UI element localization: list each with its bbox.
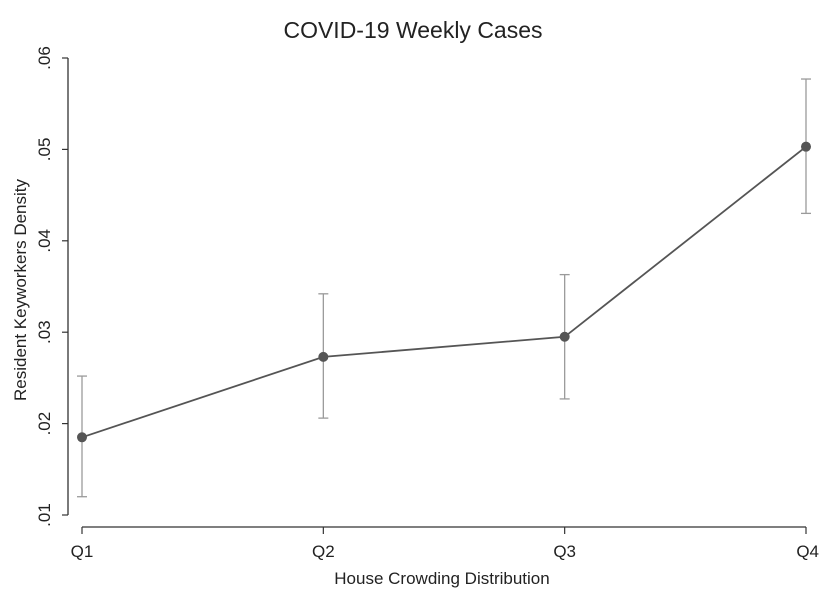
series-line	[81, 145, 807, 439]
x-tick-label: Q1	[71, 542, 94, 561]
series-lines	[81, 145, 807, 439]
x-tick-label: Q2	[312, 542, 335, 561]
data-point	[559, 331, 570, 342]
x-tick-label: Q4	[796, 542, 819, 561]
x-axis: Q1 Q2 Q3 Q4	[71, 526, 819, 561]
data-markers	[77, 141, 811, 443]
y-axis: .01 .02 .03 .04 .05 .06	[35, 46, 69, 527]
y-tick-label: .02	[35, 412, 54, 436]
y-tick-label: .05	[35, 138, 54, 162]
x-tick-label: Q3	[553, 542, 576, 561]
x-axis-label: House Crowding Distribution	[334, 569, 549, 588]
chart-title: COVID-19 Weekly Cases	[283, 17, 542, 43]
data-point	[801, 141, 811, 152]
data-point	[318, 351, 329, 362]
y-tick-label: .06	[35, 46, 54, 70]
y-tick-label: .04	[35, 229, 54, 253]
data-point	[77, 432, 87, 443]
y-axis-label: Resident Keyworkers Density	[11, 178, 30, 401]
y-tick-label: .03	[35, 320, 54, 344]
error-bars	[77, 78, 811, 498]
y-tick-label: .01	[35, 503, 54, 527]
